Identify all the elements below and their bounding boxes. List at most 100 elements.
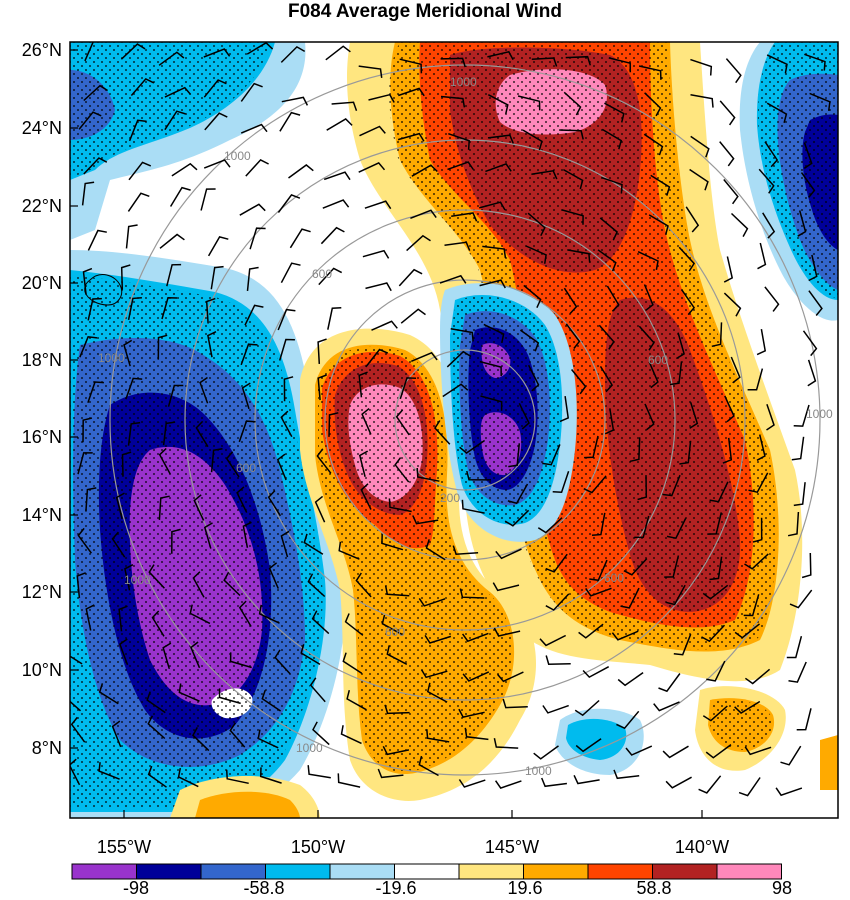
wind-barb bbox=[689, 168, 709, 191]
wind-barb bbox=[599, 366, 614, 393]
y-tick-label: 12°N bbox=[22, 582, 62, 602]
y-tick-labels: 26°N 24°N 22°N 20°N 18°N 16°N 14°N 12°N … bbox=[22, 40, 62, 758]
wind-barb bbox=[246, 266, 259, 291]
wind-barb bbox=[229, 722, 246, 748]
wind-barb bbox=[311, 610, 330, 635]
wind-barb bbox=[169, 186, 191, 207]
wind-barb bbox=[146, 691, 166, 714]
wind-barb bbox=[625, 745, 653, 756]
wind-barb bbox=[452, 545, 479, 555]
wind-barb bbox=[314, 495, 326, 523]
wind-barb bbox=[120, 43, 146, 60]
wind-barb bbox=[121, 451, 132, 477]
wind-barb bbox=[658, 673, 681, 693]
wind-barb bbox=[85, 604, 95, 631]
wind-barb bbox=[747, 368, 764, 391]
wind-barb bbox=[87, 381, 104, 404]
colorbar-box bbox=[587, 863, 653, 880]
wind-barb bbox=[111, 720, 122, 748]
wind-barb bbox=[289, 228, 311, 249]
wind-barb bbox=[665, 584, 686, 606]
wind-barb bbox=[397, 132, 425, 142]
colorbar-box bbox=[136, 863, 202, 880]
wind-barb bbox=[711, 322, 723, 348]
y-tick-label: 18°N bbox=[22, 350, 62, 370]
wind-barb bbox=[525, 245, 547, 264]
wind-barb bbox=[479, 201, 506, 211]
wind-barb bbox=[148, 564, 165, 589]
wind-barb bbox=[411, 164, 438, 177]
wind-barb bbox=[676, 332, 685, 360]
wind-barb bbox=[418, 597, 446, 607]
wind-barb bbox=[723, 292, 742, 317]
wind-barb bbox=[78, 111, 102, 130]
contour-label: 600 bbox=[648, 353, 668, 367]
wind-barb bbox=[210, 447, 223, 473]
wind-barb bbox=[337, 773, 361, 788]
wind-barb bbox=[653, 701, 680, 712]
wind-barb bbox=[762, 212, 776, 239]
wind-barb bbox=[483, 323, 505, 344]
wind-barb bbox=[493, 627, 521, 637]
wind-barb bbox=[240, 123, 268, 134]
wind-barb bbox=[244, 304, 264, 326]
wind-barb bbox=[719, 141, 735, 167]
wind-barb bbox=[604, 408, 615, 435]
wind-barb bbox=[788, 661, 807, 683]
wind-barb bbox=[744, 668, 771, 685]
wind-barb bbox=[316, 448, 332, 474]
wind-barb bbox=[130, 77, 155, 96]
wind-barb bbox=[70, 655, 83, 665]
wind-barb bbox=[701, 624, 726, 643]
wind-barb bbox=[459, 439, 486, 454]
wind-barb bbox=[124, 564, 134, 591]
wind-barb bbox=[416, 467, 440, 482]
x-tick-labels: 155°W 150°W 145°W 140°W bbox=[97, 837, 729, 857]
wind-barb bbox=[644, 403, 655, 431]
wind-barb bbox=[578, 623, 604, 639]
wind-barb bbox=[447, 161, 474, 171]
contour-label: 1000 bbox=[224, 149, 251, 163]
wind-barb bbox=[766, 54, 788, 74]
wind-barb bbox=[485, 162, 512, 173]
wind-barb bbox=[650, 174, 671, 196]
wind-barb bbox=[791, 436, 805, 461]
wind-barb bbox=[323, 171, 351, 181]
wind-barb bbox=[127, 297, 142, 321]
wind-barb bbox=[158, 495, 170, 520]
wind-barb bbox=[358, 371, 368, 398]
wind-barb bbox=[725, 58, 742, 84]
wind-barb bbox=[678, 246, 696, 272]
wind-barb bbox=[377, 768, 404, 779]
wind-barb bbox=[280, 262, 301, 284]
y-tick-label: 20°N bbox=[22, 273, 62, 293]
colorbar-label: -58.8 bbox=[243, 878, 284, 898]
wind-barb bbox=[662, 745, 689, 759]
wind-barb bbox=[634, 515, 650, 539]
contour-label: 1000 bbox=[450, 75, 477, 89]
wind-barb bbox=[517, 95, 541, 111]
wind-barb bbox=[87, 229, 107, 251]
wind-barb bbox=[203, 522, 213, 549]
wind-barb bbox=[494, 780, 522, 789]
wind-barb bbox=[245, 158, 269, 177]
wind-barb bbox=[809, 92, 831, 111]
wind-barb bbox=[479, 360, 502, 377]
wind-barb bbox=[82, 417, 93, 443]
wind-barb bbox=[355, 572, 372, 598]
wind-barb bbox=[207, 236, 229, 257]
y-tick-label: 16°N bbox=[22, 427, 62, 447]
colorbar-label: 98 bbox=[772, 878, 792, 898]
wind-barbs bbox=[70, 42, 831, 797]
wind-barb bbox=[690, 135, 710, 158]
wind-barb bbox=[797, 210, 807, 237]
wind-barb bbox=[599, 217, 619, 241]
wind-barb bbox=[207, 331, 217, 358]
wind-barb bbox=[518, 402, 530, 430]
wind-barb bbox=[583, 475, 607, 494]
wind-barb bbox=[533, 745, 559, 760]
wind-barb bbox=[398, 268, 423, 287]
contour-label: 600 bbox=[604, 571, 624, 585]
wind-barb bbox=[288, 164, 314, 179]
wind-barb bbox=[147, 765, 167, 788]
